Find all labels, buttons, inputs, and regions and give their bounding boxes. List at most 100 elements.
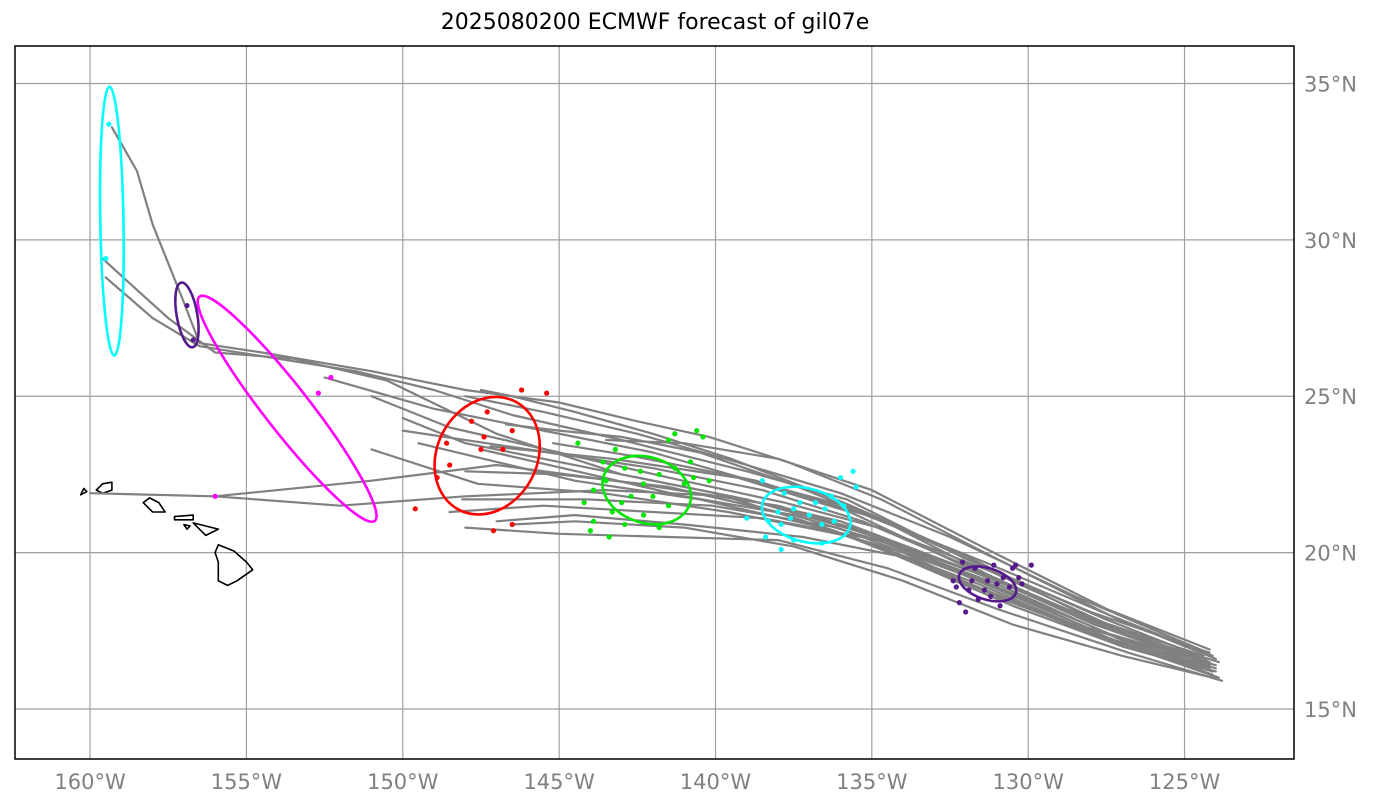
position-dot	[447, 462, 453, 468]
island-outline	[95, 481, 113, 495]
lon-tick-label: 125°W	[1149, 770, 1221, 794]
position-dot	[969, 578, 975, 584]
lon-tick-label: 150°W	[367, 770, 439, 794]
latitude-tick-labels: 15°N 20°N 25°N 30°N 35°N	[1304, 73, 1357, 722]
ensemble-track	[495, 513, 1214, 673]
position-dot	[656, 524, 662, 531]
lat-tick-label: 35°N	[1304, 73, 1357, 97]
lon-tick-label: 140°W	[680, 770, 752, 794]
position-dot	[656, 471, 662, 478]
position-dot	[478, 446, 484, 453]
uncertainty-ellipse	[957, 565, 1018, 603]
position-dot	[328, 374, 334, 381]
position-dot	[1000, 575, 1006, 581]
position-dot	[806, 512, 812, 518]
lon-tick-label: 155°W	[211, 770, 283, 794]
position-dot	[791, 506, 797, 512]
position-dot	[1019, 581, 1025, 587]
position-dot	[637, 468, 644, 474]
position-dot	[797, 499, 803, 506]
position-dot	[481, 434, 487, 440]
position-dot	[694, 428, 700, 434]
position-dot	[640, 481, 647, 487]
island-outline	[192, 522, 220, 537]
ensemble-track	[461, 498, 1205, 667]
uncertainty-ellipse	[174, 281, 200, 349]
position-dot	[831, 518, 837, 524]
position-dot	[687, 459, 694, 465]
position-dot	[603, 478, 609, 484]
lat-tick-label: 20°N	[1304, 542, 1357, 566]
position-dot	[590, 518, 597, 524]
position-dot	[1016, 575, 1022, 581]
position-dot	[443, 440, 450, 446]
ensemble-track	[511, 520, 1214, 679]
position-dot	[787, 515, 794, 521]
position-dot	[628, 493, 634, 499]
map-title: 2025080200 ECMWF forecast of gil07e	[440, 10, 870, 35]
map-frame	[14, 45, 1295, 760]
position-dot	[509, 428, 515, 434]
position-dot	[106, 121, 112, 127]
position-dot	[850, 468, 856, 474]
position-dot	[581, 499, 587, 506]
ensemble-track	[464, 526, 1224, 682]
position-dot	[681, 481, 687, 487]
position-dot	[544, 390, 550, 396]
position-dot	[606, 534, 612, 540]
uncertainty-ellipse	[433, 395, 542, 516]
position-dot	[484, 409, 490, 415]
ensemble-tracks	[88, 126, 1224, 682]
ensemble-track	[604, 438, 1211, 651]
island-outline	[142, 497, 166, 513]
position-dot	[665, 503, 672, 509]
ensemble-track	[110, 126, 1217, 661]
island-outline	[79, 487, 88, 496]
uncertainty-ellipses	[98, 85, 1018, 603]
lon-tick-label: 130°W	[993, 770, 1065, 794]
position-dot	[953, 584, 959, 590]
position-dot	[778, 546, 784, 553]
position-dot	[991, 562, 997, 568]
position-dot	[690, 474, 697, 481]
position-dot	[781, 490, 787, 496]
lon-tick-label: 145°W	[523, 770, 595, 794]
position-dot	[853, 484, 859, 490]
position-dot	[518, 387, 525, 393]
position-dot	[509, 521, 515, 528]
position-dot	[600, 459, 606, 465]
position-dot	[997, 603, 1003, 609]
position-dot	[744, 515, 750, 521]
position-dot	[103, 256, 109, 262]
position-dot	[759, 478, 765, 484]
position-dot	[812, 499, 819, 506]
position-dot	[963, 609, 969, 615]
position-dot	[612, 446, 619, 453]
position-dot	[959, 559, 966, 565]
position-dot	[587, 528, 593, 534]
position-dot	[956, 600, 962, 606]
position-dot	[822, 506, 828, 512]
ensemble-track	[214, 463, 1217, 667]
hawaii-coastline	[79, 481, 254, 587]
position-dot	[1028, 562, 1034, 568]
ensemble-track	[489, 445, 1208, 664]
position-dot	[988, 593, 994, 599]
position-dot	[672, 431, 678, 437]
lon-tick-label: 135°W	[836, 770, 908, 794]
position-dot	[184, 302, 190, 309]
lon-tick-label: 160°W	[54, 770, 126, 794]
position-dot	[837, 474, 844, 481]
longitude-tick-labels: 160°W 155°W 150°W 145°W 140°W 135°W 130°W 125°W	[54, 770, 1220, 794]
position-dot	[650, 493, 656, 499]
uncertainty-ellipse	[98, 85, 126, 357]
position-dot	[1013, 562, 1019, 568]
lat-tick-label: 25°N	[1304, 385, 1357, 409]
position-dot	[994, 581, 1000, 587]
ensemble-track	[504, 423, 1221, 664]
ensemble-track	[101, 257, 1208, 670]
position-dot	[500, 446, 506, 453]
position-dot	[212, 493, 218, 499]
uncertainty-ellipse	[760, 485, 852, 545]
